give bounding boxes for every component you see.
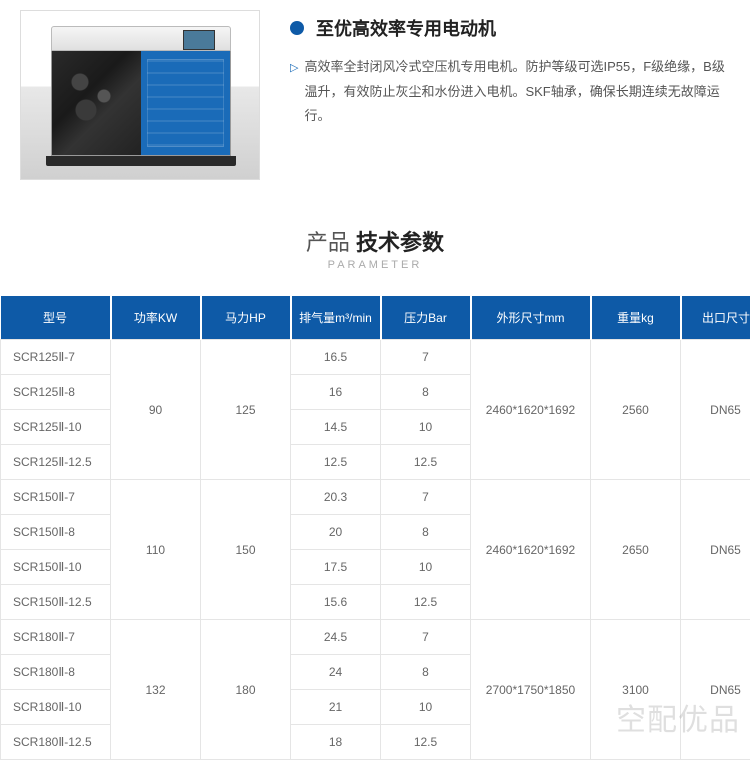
th-hp: 马力HP [201, 296, 291, 340]
cell-model: SCR150Ⅱ-10 [1, 550, 111, 585]
cell-model: SCR150Ⅱ-7 [1, 480, 111, 515]
cell-dim: 2460*1620*1692 [471, 480, 591, 620]
cell-weight: 2560 [591, 340, 681, 480]
feature-section: 至优高效率专用电动机 ▷ 高效率全封闭风冷式空压机专用电机。防护等级可选IP55… [0, 0, 750, 210]
cell-pressure: 10 [381, 410, 471, 445]
cell-outlet: DN65 [681, 480, 750, 620]
spec-table: 型号 功率KW 马力HP 排气量m³/min 压力Bar 外形尺寸mm 重量kg… [0, 296, 750, 760]
cell-flow: 20.3 [291, 480, 381, 515]
cell-flow: 24 [291, 655, 381, 690]
feature-title-text: 至优高效率专用电动机 [316, 15, 496, 41]
feature-text: 至优高效率专用电动机 ▷ 高效率全封闭风冷式空压机专用电机。防护等级可选IP55… [290, 10, 730, 180]
cell-dim: 2460*1620*1692 [471, 340, 591, 480]
cell-flow: 21 [291, 690, 381, 725]
th-weight: 重量kg [591, 296, 681, 340]
cell-flow: 14.5 [291, 410, 381, 445]
th-outlet: 出口尺寸 [681, 296, 750, 340]
table-row: SCR180Ⅱ-713218024.572700*1750*18503100DN… [1, 620, 750, 655]
cell-weight: 3100 [591, 620, 681, 760]
th-dim: 外形尺寸mm [471, 296, 591, 340]
cell-outlet: DN65 [681, 340, 750, 480]
table-row: SCR125Ⅱ-79012516.572460*1620*16922560DN6… [1, 340, 750, 375]
th-model: 型号 [1, 296, 111, 340]
cell-model: SCR125Ⅱ-12.5 [1, 445, 111, 480]
cell-flow: 12.5 [291, 445, 381, 480]
cell-model: SCR180Ⅱ-7 [1, 620, 111, 655]
product-image [20, 10, 260, 180]
cell-pressure: 12.5 [381, 445, 471, 480]
cell-flow: 17.5 [291, 550, 381, 585]
cell-model: SCR125Ⅱ-8 [1, 375, 111, 410]
cell-model: SCR180Ⅱ-10 [1, 690, 111, 725]
cell-pressure: 8 [381, 515, 471, 550]
machine-illustration [51, 26, 231, 166]
feature-description-text: 高效率全封闭风冷式空压机专用电机。防护等级可选IP55，F级绝缘，B级温升，有效… [304, 55, 730, 129]
cell-flow: 18 [291, 725, 381, 760]
cell-pressure: 10 [381, 690, 471, 725]
cell-weight: 2650 [591, 480, 681, 620]
cell-flow: 16 [291, 375, 381, 410]
cell-model: SCR180Ⅱ-12.5 [1, 725, 111, 760]
th-kw: 功率KW [111, 296, 201, 340]
th-flow: 排气量m³/min [291, 296, 381, 340]
cell-pressure: 12.5 [381, 585, 471, 620]
cell-kw: 110 [111, 480, 201, 620]
section-header: 产品 技术参数 PARAMETER [0, 225, 750, 271]
cell-model: SCR125Ⅱ-10 [1, 410, 111, 445]
cell-model: SCR150Ⅱ-8 [1, 515, 111, 550]
section-title-en: PARAMETER [0, 259, 750, 271]
cell-hp: 125 [201, 340, 291, 480]
cell-flow: 16.5 [291, 340, 381, 375]
table-body: SCR125Ⅱ-79012516.572460*1620*16922560DN6… [1, 340, 750, 760]
cell-kw: 90 [111, 340, 201, 480]
cell-flow: 24.5 [291, 620, 381, 655]
cell-dim: 2700*1750*1850 [471, 620, 591, 760]
section-title-cn: 产品 技术参数 [0, 225, 750, 257]
cell-flow: 15.6 [291, 585, 381, 620]
cell-outlet: DN65 [681, 620, 750, 760]
table-header: 型号 功率KW 马力HP 排气量m³/min 压力Bar 外形尺寸mm 重量kg… [1, 296, 750, 340]
th-pressure: 压力Bar [381, 296, 471, 340]
bullet-dot-icon [290, 21, 304, 35]
cell-hp: 150 [201, 480, 291, 620]
cell-pressure: 8 [381, 375, 471, 410]
cell-hp: 180 [201, 620, 291, 760]
cell-flow: 20 [291, 515, 381, 550]
cell-pressure: 7 [381, 340, 471, 375]
triangle-icon: ▷ [290, 55, 298, 129]
cell-pressure: 7 [381, 480, 471, 515]
feature-description: ▷ 高效率全封闭风冷式空压机专用电机。防护等级可选IP55，F级绝缘，B级温升，… [290, 55, 730, 129]
feature-title: 至优高效率专用电动机 [290, 15, 730, 41]
cell-pressure: 8 [381, 655, 471, 690]
cell-model: SCR180Ⅱ-8 [1, 655, 111, 690]
cell-model: SCR125Ⅱ-7 [1, 340, 111, 375]
cell-pressure: 7 [381, 620, 471, 655]
cell-pressure: 12.5 [381, 725, 471, 760]
table-row: SCR150Ⅱ-711015020.372460*1620*16922650DN… [1, 480, 750, 515]
cell-kw: 132 [111, 620, 201, 760]
cell-model: SCR150Ⅱ-12.5 [1, 585, 111, 620]
cell-pressure: 10 [381, 550, 471, 585]
